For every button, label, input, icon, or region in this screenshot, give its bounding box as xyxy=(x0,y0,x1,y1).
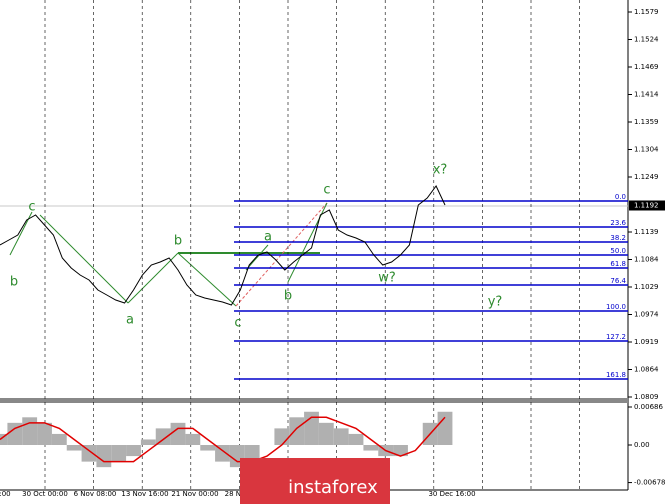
osc-bar xyxy=(363,445,379,451)
wave-line xyxy=(235,202,328,307)
time-label: 6 Nov 08:00 xyxy=(74,490,117,498)
osc-bar xyxy=(215,445,230,462)
fib-label: 38.2 xyxy=(610,234,626,242)
watermark-banner xyxy=(240,458,390,504)
fib-label: 0.0 xyxy=(615,193,626,201)
osc-bar xyxy=(348,433,364,446)
osc-bar xyxy=(22,417,38,446)
y-tick-label: 1.1359 xyxy=(634,118,659,126)
wave-label: a xyxy=(126,313,134,328)
osc-bar xyxy=(37,422,52,446)
osc-bar xyxy=(170,422,186,446)
wave-label: b xyxy=(174,234,182,249)
wave-label: w? xyxy=(378,271,396,286)
fib-label: 100.0 xyxy=(606,303,626,311)
osc-bar xyxy=(66,445,82,451)
osc-bar xyxy=(333,428,349,446)
y-tick-label: 1.0809 xyxy=(634,393,659,401)
panel-separator xyxy=(0,398,628,403)
wave-label: a xyxy=(264,230,272,245)
y-tick-label: 0.00 xyxy=(634,441,650,449)
last-price: 1.1192 xyxy=(634,202,659,210)
osc-bar xyxy=(96,445,112,468)
time-label: 21 Nov 00:00 xyxy=(171,490,218,498)
y-tick-label: 0.00686 xyxy=(634,403,663,411)
osc-bar xyxy=(244,445,260,462)
osc-bar xyxy=(155,428,171,446)
osc-bar xyxy=(81,445,97,462)
time-label: 13 Nov 16:00 xyxy=(121,490,168,498)
y-tick-label: 1.1029 xyxy=(634,283,659,291)
watermark: instaforex xyxy=(288,477,378,498)
signal-line xyxy=(0,416,446,463)
last-price-box xyxy=(629,200,665,211)
y-tick-label: 1.1524 xyxy=(634,36,659,44)
osc-bar xyxy=(7,422,23,446)
fib-label: 61.8 xyxy=(610,260,626,268)
fib-label: 161.8 xyxy=(606,371,626,379)
wave-label: c xyxy=(323,183,330,198)
fib-label: 127.2 xyxy=(606,333,626,341)
osc-bar xyxy=(140,439,156,446)
osc-bar xyxy=(185,433,201,446)
time-label: 28 No xyxy=(225,490,246,498)
osc-bar xyxy=(393,445,408,457)
wave-label: c xyxy=(28,200,35,215)
wave-label: c xyxy=(234,316,241,331)
time-label: :00 xyxy=(0,490,11,498)
osc-bar xyxy=(437,411,453,446)
wave-label: x? xyxy=(433,163,448,178)
osc-bar xyxy=(289,417,305,446)
wave-label: b xyxy=(10,275,18,290)
y-tick-label: 1.1139 xyxy=(634,228,659,236)
osc-bar xyxy=(0,433,8,446)
time-label: 30 Oct 00:00 xyxy=(22,490,68,498)
price-line xyxy=(0,185,446,306)
y-tick-label: 1.1249 xyxy=(634,173,659,181)
osc-bar xyxy=(51,433,67,446)
y-tick-label: 1.1304 xyxy=(634,146,659,154)
fib-label: 50.0 xyxy=(610,247,626,255)
fib-label: 76.4 xyxy=(610,277,626,285)
osc-bar xyxy=(126,445,141,457)
y-tick-label: -0.00678 xyxy=(634,479,665,487)
y-tick-label: 1.1414 xyxy=(634,91,659,99)
y-tick-label: 1.1579 xyxy=(634,8,659,16)
wave-line xyxy=(39,214,129,304)
osc-bar xyxy=(200,445,216,451)
wave-label: y? xyxy=(488,295,503,310)
time-label: 30 Dec 16:00 xyxy=(428,490,475,498)
wave-line xyxy=(245,244,269,271)
wave-line xyxy=(177,252,237,307)
y-tick-label: 1.0974 xyxy=(634,311,659,319)
osc-bar xyxy=(274,428,290,446)
y-tick-label: 1.1084 xyxy=(634,256,659,264)
wave-label: b xyxy=(284,289,292,304)
osc-bar xyxy=(318,422,334,446)
fib-label: 23.6 xyxy=(610,219,626,227)
y-tick-label: 1.0864 xyxy=(634,366,659,374)
wave-line xyxy=(127,252,179,304)
osc-bar xyxy=(111,445,127,462)
y-tick-label: 1.1469 xyxy=(634,63,659,71)
y-tick-label: 1.0919 xyxy=(634,338,659,346)
